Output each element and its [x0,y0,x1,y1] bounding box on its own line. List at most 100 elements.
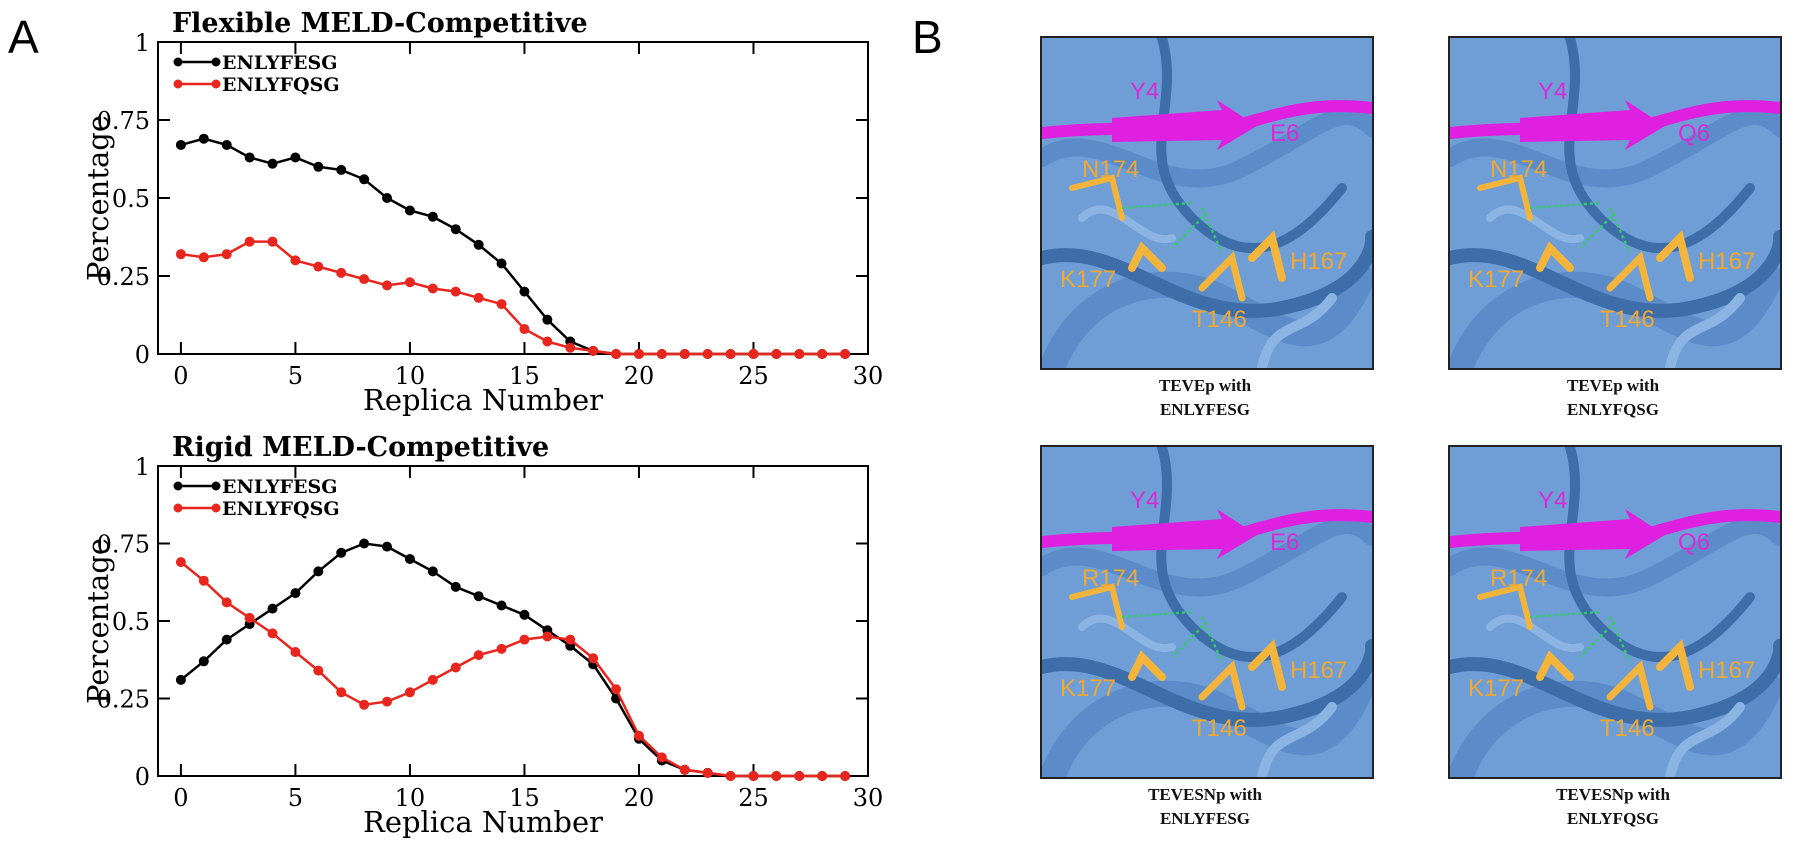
data-point [725,349,736,359]
legend-label: ENLYFESG [222,476,337,498]
protein-strand [1042,674,1372,777]
residue-label: T146 [1600,306,1655,333]
data-point [427,283,438,294]
legend-marker [211,481,221,491]
protein-loop [1257,293,1337,368]
data-point [244,612,255,623]
hydrogen-bonds [1121,610,1224,663]
residue-label: R174 [1082,565,1140,592]
x-tick-label: 5 [288,784,303,812]
data-point [359,538,370,549]
data-point [382,193,393,203]
data-point [656,752,667,763]
data-point [313,665,324,676]
structure-panel: Y4 Q6 N174 K177 H167 T146 [1448,36,1782,370]
data-point [840,771,851,781]
data-point [496,299,507,310]
data-point [336,164,347,175]
sidechain [1128,650,1166,681]
data-point [290,152,301,163]
data-point [817,349,828,359]
protein-strand [1450,638,1780,727]
data-point [519,609,530,620]
sidechain [1198,660,1246,711]
data-point [359,174,370,185]
data-point [175,674,186,685]
residue-label: E6 [1270,120,1300,147]
data-point [382,696,393,707]
data-point [267,628,278,639]
data-point [221,139,232,150]
x-tick-label: 25 [738,362,769,390]
x-tick-label: 5 [288,362,303,390]
data-point [565,634,576,645]
legend-label: ENLYFQSG [222,498,340,520]
structure-caption: TEVESNp with ENLYFESG [1075,783,1335,831]
hydrogen-bonds [1121,201,1224,254]
legend-marker [211,79,221,89]
x-tick-label: 25 [738,784,769,812]
data-point [725,771,736,781]
protein-loop [1665,293,1745,368]
data-point [221,634,232,645]
protein-cartoon [1042,447,1372,777]
data-point [359,699,370,710]
residue-label: Y4 [1538,487,1568,514]
y-tick-label: 0.5 [112,608,150,636]
x-tick-label: 20 [624,362,655,390]
hydrogen-bonds [1529,201,1632,254]
residue-label: T146 [1192,715,1247,742]
data-point [198,133,209,144]
residue-label: Y4 [1130,487,1160,514]
data-point [542,631,553,642]
data-point [748,771,759,781]
sidechain [1248,230,1286,282]
protein-loop [1486,614,1584,653]
data-point [382,541,393,552]
data-point [702,767,713,778]
residue-label: H167 [1290,248,1348,275]
protein-strand [1156,447,1347,662]
y-tick-label: 0 [135,341,150,369]
data-point [771,349,782,359]
y-axis-label: Percentage [81,115,115,281]
sidechain [1606,251,1654,302]
data-point [496,643,507,654]
data-point [794,771,805,781]
x-tick-label: 15 [509,784,540,812]
residue-label: N174 [1490,156,1548,183]
legend-marker [173,503,183,513]
residue-label: H167 [1698,248,1756,275]
data-point [473,239,484,250]
data-point [244,152,255,163]
data-point [496,600,507,611]
residue-label: E6 [1270,529,1300,556]
caption-line: TEVESNp with [1148,785,1262,804]
data-point [519,324,530,335]
data-point [313,261,324,272]
data-point [267,603,278,614]
data-point [267,158,278,169]
legend-marker [173,57,183,67]
data-point [175,557,186,568]
data-point [221,597,232,608]
data-point [588,653,599,664]
chart-title: Flexible MELD-Competitive [172,8,588,39]
data-point [519,286,530,297]
series-line-0 [180,137,846,356]
data-point [359,274,370,285]
legend-marker [173,481,183,491]
residue-label: K177 [1468,266,1525,293]
data-point [382,280,393,291]
sidechain [1477,583,1533,630]
data-point [404,554,415,564]
data-point [473,591,484,602]
series-line-1 [180,561,846,778]
y-tick-label: 0 [135,763,150,791]
peptide-arrow [1112,509,1257,559]
data-point [336,547,347,558]
data-point [679,349,690,359]
residue-label: Q6 [1678,120,1711,147]
protein-strand [1564,38,1755,253]
data-point [633,349,644,359]
